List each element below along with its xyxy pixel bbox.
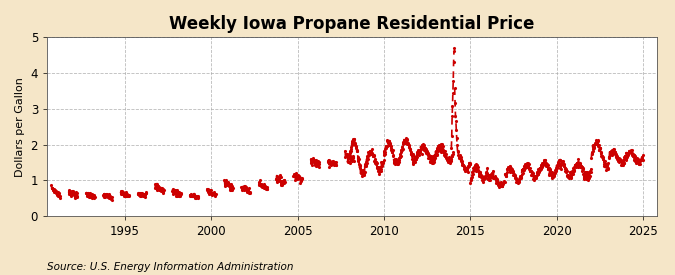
Y-axis label: Dollars per Gallon: Dollars per Gallon <box>15 77 25 177</box>
Text: Source: U.S. Energy Information Administration: Source: U.S. Energy Information Administ… <box>47 262 294 272</box>
Title: Weekly Iowa Propane Residential Price: Weekly Iowa Propane Residential Price <box>169 15 535 33</box>
